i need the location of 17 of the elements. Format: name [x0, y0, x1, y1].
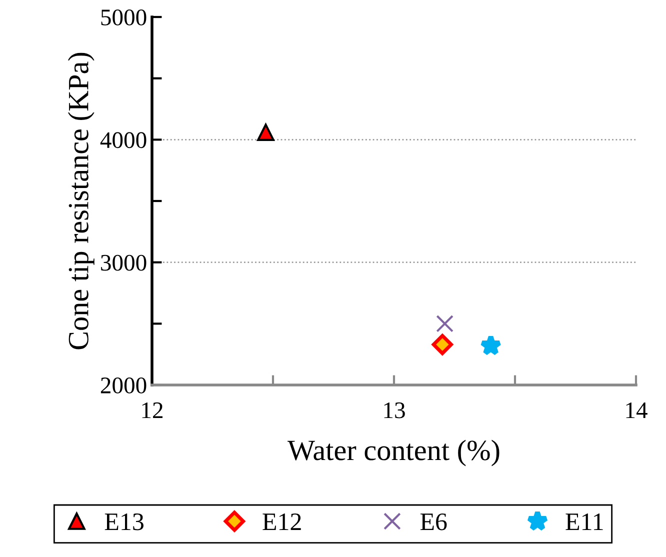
- y-tick-label: 5000: [101, 9, 146, 26]
- x-tick-label: 12: [142, 402, 163, 418]
- point: [257, 124, 274, 141]
- y-tick-label: 4000: [100, 132, 146, 148]
- x-tick-label: 14: [626, 402, 648, 418]
- point: [480, 334, 502, 356]
- x-axis-title: Water content (%): [288, 440, 500, 466]
- point: [432, 334, 453, 356]
- legend-label: E13: [104, 513, 144, 530]
- legend-label: E6: [420, 513, 447, 530]
- y-axis-title: Cone tip resistance (KPa): [68, 52, 94, 350]
- x-tick-label: 13: [384, 402, 405, 418]
- y-tick-label: 3000: [101, 254, 146, 271]
- point: [436, 314, 454, 332]
- legend-label: E12: [262, 513, 301, 530]
- legend-label: E11: [566, 514, 603, 530]
- y-tick-label: 2000: [100, 377, 146, 394]
